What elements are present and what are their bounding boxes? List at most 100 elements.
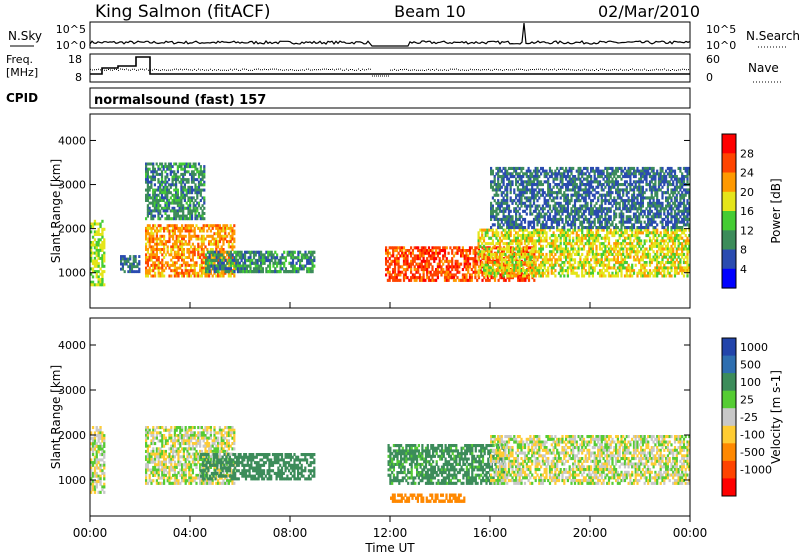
echo-cell — [97, 238, 100, 242]
echo-cell — [568, 234, 571, 238]
echo-cell — [506, 193, 509, 197]
echo-cell — [541, 269, 544, 273]
echo-cell — [568, 169, 571, 173]
echo-cell — [145, 199, 148, 202]
echo-cell — [502, 183, 505, 187]
echo-cell — [554, 236, 557, 240]
echo-cell — [620, 212, 623, 216]
echo-cell — [616, 244, 619, 248]
echo-cell — [540, 236, 543, 240]
echo-cell — [155, 253, 158, 257]
echo-cell — [190, 258, 193, 262]
echo-cell — [91, 235, 95, 239]
echo-cell — [186, 250, 189, 254]
echo-cell — [652, 231, 655, 235]
echo-cell — [652, 234, 655, 238]
echo-cell — [532, 242, 536, 246]
echo-cell — [435, 278, 438, 282]
echo-cell — [579, 228, 582, 232]
echo-cell — [629, 244, 632, 248]
echo-cell — [609, 191, 612, 195]
echo-cell — [268, 250, 272, 254]
echo-cell — [582, 236, 586, 240]
echo-cell — [607, 188, 611, 192]
echo-cell — [146, 237, 149, 241]
echo-cell — [556, 223, 559, 227]
echo-cell — [180, 185, 183, 189]
echo-cell — [509, 175, 512, 179]
echo-cell — [129, 270, 132, 274]
echo-cell — [527, 199, 530, 203]
echo-cell — [422, 257, 425, 261]
echo-cell — [145, 226, 148, 230]
echo-cell — [247, 256, 250, 260]
echo-cell — [279, 261, 282, 265]
echo-cell — [543, 261, 546, 265]
echo-cell — [518, 244, 521, 248]
echo-cell — [99, 278, 102, 281]
echo-cell — [629, 269, 632, 273]
echo-cell — [235, 264, 238, 268]
echo-cell — [490, 212, 493, 216]
echo-cell — [609, 209, 612, 213]
echo-cell — [194, 188, 197, 192]
echo-cell — [620, 209, 623, 213]
echo-cell — [547, 188, 550, 192]
echo-cell — [581, 236, 584, 240]
echo-cell — [90, 225, 93, 229]
echo-cell — [504, 207, 507, 211]
echo-cell — [570, 207, 573, 211]
echo-cell — [123, 255, 126, 258]
echo-cell — [148, 206, 151, 210]
echo-cell — [579, 242, 582, 246]
echo-cell — [138, 262, 141, 266]
echo-cell — [509, 180, 512, 184]
echo-cell — [150, 175, 153, 179]
echo-cell — [570, 258, 573, 262]
echo-cell — [417, 246, 420, 250]
echo-cell — [640, 242, 643, 246]
echo-cell — [491, 188, 494, 192]
echo-cell — [422, 246, 425, 250]
echo-cell — [160, 183, 164, 187]
echo-cell — [431, 276, 434, 280]
echo-cell — [638, 188, 641, 192]
echo-cell — [541, 209, 544, 213]
echo-cell — [297, 253, 300, 257]
echo-cell — [148, 193, 151, 197]
echo-cell — [548, 263, 552, 267]
echo-cell — [559, 172, 562, 176]
echo-cell — [597, 231, 600, 235]
echo-cell — [581, 261, 584, 265]
echo-cell — [175, 234, 178, 238]
echo-cell — [509, 172, 512, 176]
echo-cell — [465, 249, 468, 253]
echo-cell — [575, 207, 578, 211]
echo-cell — [267, 258, 270, 263]
echo-cell — [577, 263, 580, 267]
echo-cell — [458, 265, 461, 269]
echo-cell — [146, 212, 149, 215]
echo-cell — [187, 209, 190, 213]
echo-cell — [531, 204, 534, 208]
echo-cell — [600, 169, 603, 173]
echo-cell — [541, 244, 544, 248]
echo-cell — [547, 266, 550, 270]
echo-cell — [509, 228, 512, 232]
echo-cell — [577, 191, 580, 195]
echo-cell — [467, 259, 470, 263]
echo-cell — [188, 248, 191, 251]
echo-cell — [493, 183, 496, 187]
freq-label: Freq. — [6, 53, 33, 66]
echo-cell — [631, 234, 634, 238]
echo-cell — [178, 206, 181, 210]
echo-cell — [506, 207, 509, 211]
echo-cell — [170, 224, 173, 228]
echo-cell — [145, 271, 148, 275]
echo-cell — [182, 226, 185, 230]
echo-cell — [249, 267, 252, 271]
echo-cell — [95, 233, 98, 236]
echo-cell — [295, 270, 298, 274]
echo-cell — [577, 196, 580, 200]
echo-cell — [631, 269, 634, 273]
